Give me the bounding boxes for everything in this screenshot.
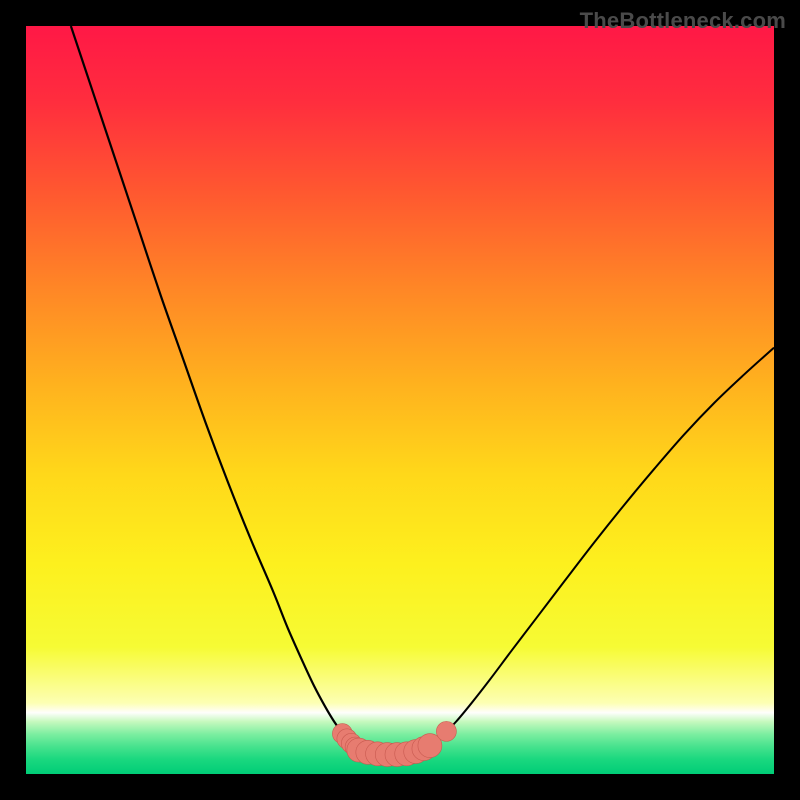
curves-layer — [26, 26, 774, 774]
watermark-text: TheBottleneck.com — [580, 8, 786, 34]
plot-area — [26, 26, 774, 774]
left-curve — [71, 26, 354, 744]
marker-group — [332, 721, 456, 766]
right-curve — [430, 348, 774, 744]
chart-container: TheBottleneck.com — [0, 0, 800, 800]
marker-dot — [436, 721, 456, 741]
